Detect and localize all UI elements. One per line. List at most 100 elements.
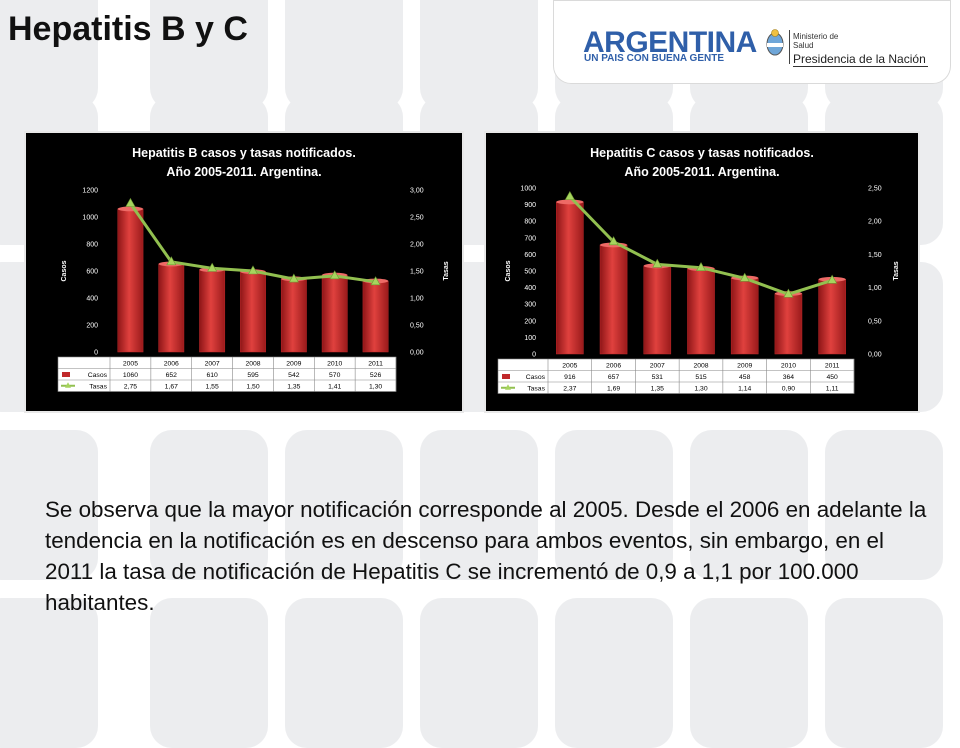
- x-tick-label: 2007: [650, 362, 665, 369]
- line-marker: [288, 273, 299, 283]
- line-marker: [695, 262, 707, 271]
- data-label-tasas: 1,35: [287, 383, 300, 390]
- y2-tick-label: 2,50: [410, 215, 424, 222]
- y2-tick-label: 2,50: [868, 186, 882, 193]
- bar-casos: [199, 269, 226, 353]
- y-tick-label: 1000: [520, 186, 536, 193]
- x-tick-label: 2009: [286, 360, 301, 367]
- background-tile: [285, 0, 403, 110]
- legend-marker-tasas: [505, 384, 511, 390]
- data-label-casos: 610: [206, 372, 218, 379]
- y2-tick-label: 2,00: [410, 242, 424, 249]
- x-tick-label: 2005: [123, 360, 138, 367]
- chart-subtitle: Año 2005-2011. Argentina.: [624, 165, 779, 179]
- background-tile: [150, 0, 268, 110]
- data-label-tasas: 1,30: [694, 385, 707, 392]
- data-label-casos: 531: [652, 374, 664, 381]
- data-label-casos: 542: [288, 372, 300, 379]
- background-tile: [690, 430, 808, 580]
- data-label-casos: 570: [329, 372, 341, 379]
- x-tick-label: 2008: [693, 362, 708, 369]
- y-tick-label: 0: [532, 352, 536, 359]
- y-tick-label: 300: [524, 302, 536, 309]
- background-tile: [690, 598, 808, 748]
- data-label-tasas: 1,30: [369, 383, 382, 390]
- y2-tick-label: 1,00: [410, 296, 424, 303]
- y2-tick-label: 2,00: [868, 219, 882, 226]
- brand-slogan: UN PAIS CON BUENA GENTE: [584, 53, 725, 64]
- bar-casos: [818, 279, 846, 355]
- chart-subtitle: Año 2005-2011. Argentina.: [166, 165, 321, 179]
- bar-casos: [321, 274, 348, 353]
- data-label-casos: 526: [370, 372, 382, 379]
- x-tick-label: 2011: [368, 360, 383, 367]
- y-tick-label: 800: [524, 219, 536, 226]
- bar-casos: [730, 277, 759, 355]
- bar-casos: [774, 293, 803, 355]
- data-table: [57, 356, 397, 392]
- data-label-casos: 652: [166, 372, 178, 379]
- background-tile: [150, 598, 268, 748]
- y-tick-label: 0: [94, 350, 98, 357]
- line-marker: [207, 262, 218, 272]
- line-marker: [329, 270, 340, 280]
- presidency-label: Presidencia de la Nación: [793, 52, 928, 67]
- background-tile: [420, 0, 538, 110]
- line-marker: [125, 197, 136, 207]
- y-tick-label: 200: [524, 318, 536, 325]
- data-label-casos: 458: [739, 374, 751, 381]
- data-label-casos: 450: [826, 374, 838, 381]
- line-marker: [827, 274, 838, 284]
- chart-title: Hepatitis C casos y tasas notificados.: [590, 146, 814, 160]
- page-title: Hepatitis B y C: [8, 10, 248, 48]
- y2-axis-label: Tasas: [443, 261, 450, 280]
- background-tile: [0, 598, 98, 748]
- summary-paragraph: Se observa que la mayor notificación cor…: [45, 497, 927, 615]
- line-marker: [370, 276, 381, 286]
- background-tile: [150, 430, 268, 580]
- legend-label-casos: Casos: [88, 372, 108, 379]
- y-tick-label: 800: [86, 242, 98, 249]
- bar-top: [117, 206, 144, 212]
- data-label-tasas: 1,69: [607, 385, 620, 392]
- brand-logo-text: ARGENTINA: [583, 26, 757, 59]
- chart-hepatitis-c: Hepatitis C casos y tasas notificados. Añ…: [484, 131, 920, 413]
- y-tick-label: 700: [524, 235, 536, 242]
- line-marker: [783, 288, 794, 298]
- chart-hepatitis-b-svg: Hepatitis B casos y tasas notificados. Añ…: [26, 133, 462, 411]
- data-label-casos: 364: [783, 374, 795, 381]
- ministry-label: Ministerio de Salud: [793, 32, 839, 50]
- data-label-tasas: 2,37: [563, 385, 576, 392]
- y-tick-label: 400: [86, 296, 98, 303]
- bar-casos: [687, 268, 715, 355]
- x-tick-label: 2009: [737, 362, 752, 369]
- data-label-casos: 657: [608, 374, 620, 381]
- bar-casos: [240, 271, 266, 353]
- legend-label-tasas: Tasas: [527, 385, 545, 392]
- legend-label-casos: Casos: [526, 374, 546, 381]
- x-tick-label: 2006: [606, 362, 621, 369]
- y2-tick-label: 1,00: [868, 285, 882, 292]
- line-marker: [247, 265, 259, 275]
- data-label-tasas: 1,11: [826, 385, 839, 392]
- y2-tick-label: 0,00: [868, 352, 882, 359]
- y-tick-label: 100: [524, 335, 536, 342]
- bar-casos: [280, 278, 307, 353]
- y-tick-label: 400: [524, 285, 536, 292]
- data-label-tasas: 2,75: [124, 383, 137, 390]
- y2-tick-label: 0,50: [868, 318, 882, 325]
- background-tile: [0, 0, 98, 110]
- background-tile: [420, 598, 538, 748]
- banner-divider: [789, 30, 790, 64]
- x-tick-label: 2010: [781, 362, 796, 369]
- x-tick-label: 2010: [327, 360, 342, 367]
- bar-casos: [117, 208, 144, 353]
- legend-key-casos: [502, 374, 510, 379]
- data-label-tasas: 1,41: [328, 383, 341, 390]
- chart-hepatitis-b: Hepatitis B casos y tasas notificados. Añ…: [24, 131, 464, 413]
- y-tick-label: 600: [524, 252, 536, 259]
- y-tick-label: 500: [524, 269, 536, 276]
- y2-tick-label: 0,50: [410, 323, 424, 330]
- background-tile: [285, 598, 403, 748]
- background-tile: [420, 430, 538, 580]
